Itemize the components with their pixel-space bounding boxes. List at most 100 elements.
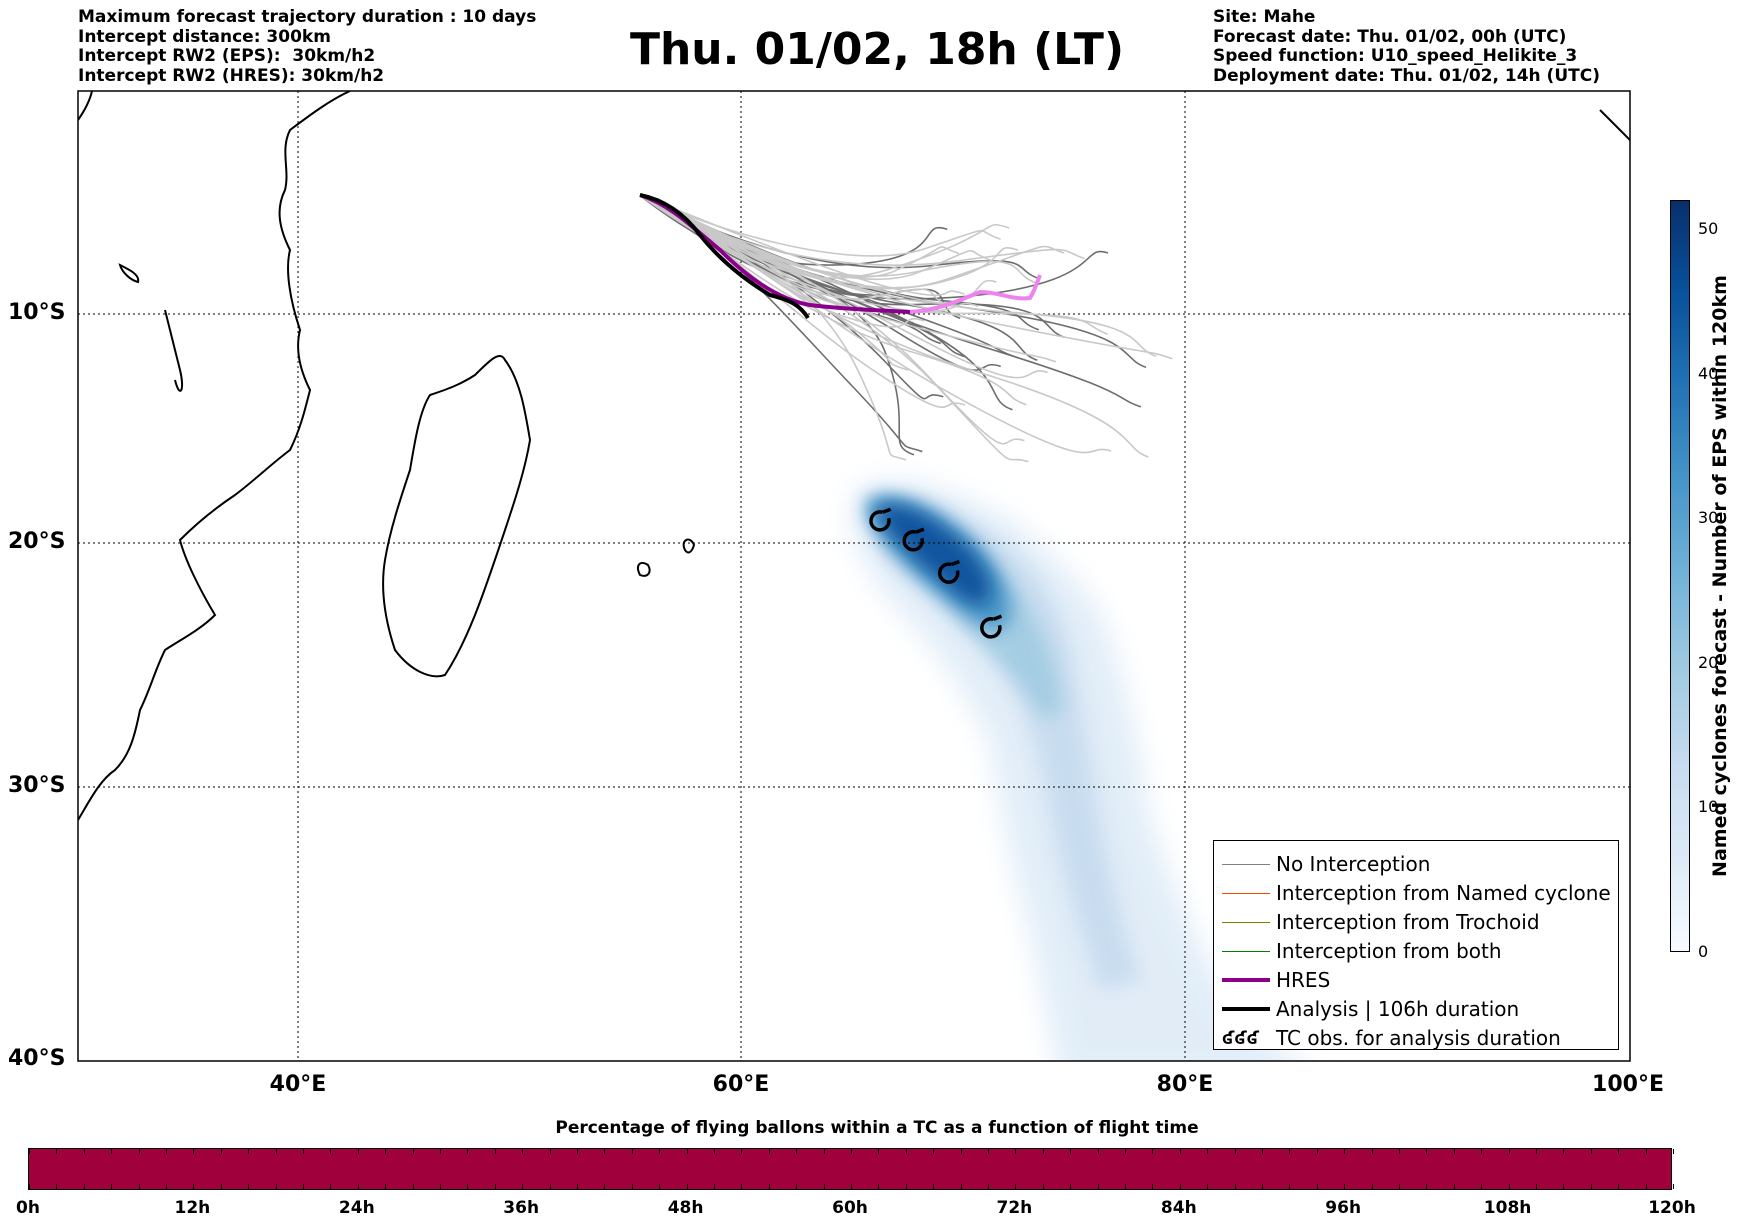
colorbar-minor-tick bbox=[1070, 1184, 1072, 1189]
colorbar-minor-tick bbox=[1125, 1184, 1126, 1189]
colorbar-minor-tick bbox=[1508, 1149, 1510, 1154]
colorbar-minor-tick bbox=[823, 1184, 825, 1189]
map-frame bbox=[77, 90, 1631, 1062]
colorbar-minor-tick bbox=[659, 1149, 661, 1154]
colorbar-minor-tick bbox=[631, 1149, 633, 1154]
colorbar-vertical-tick: 20 bbox=[1698, 652, 1719, 672]
colorbar-minor-tick bbox=[1344, 1184, 1346, 1189]
colorbar-minor-tick bbox=[1645, 1149, 1647, 1154]
colorbar-horizontal-tick: 48h bbox=[667, 1198, 704, 1218]
coastlines bbox=[78, 91, 1630, 821]
colorbar-minor-tick bbox=[83, 1149, 85, 1154]
legend-line-swatch bbox=[1222, 950, 1270, 952]
colorbar-minor-tick bbox=[631, 1184, 633, 1189]
colorbar-minor-tick bbox=[522, 1149, 524, 1154]
colorbar-minor-tick bbox=[1344, 1149, 1346, 1154]
colorbar-minor-tick bbox=[768, 1184, 770, 1189]
legend-item: ʛʛʛ TC obs. for analysis duration bbox=[1214, 1026, 1618, 1050]
tc-symbol-icon: ʛʛʛ bbox=[1222, 1027, 1259, 1049]
colorbar-minor-tick bbox=[220, 1149, 222, 1154]
legend-item: Analysis | 106h duration bbox=[1214, 997, 1618, 1021]
colorbar-minor-tick bbox=[330, 1149, 332, 1154]
colorbar-minor-tick bbox=[357, 1184, 359, 1189]
colorbar-minor-tick bbox=[467, 1149, 469, 1154]
colorbar-horizontal-tick: 60h bbox=[832, 1198, 868, 1218]
lat-tick-label: 40°S bbox=[8, 1046, 66, 1071]
colorbar-minor-tick bbox=[193, 1149, 195, 1154]
colorbar-minor-tick bbox=[659, 1184, 661, 1189]
colorbar-horizontal-tick: 108h bbox=[1483, 1198, 1532, 1218]
hres-trajectory-extended bbox=[909, 274, 1042, 314]
colorbar-minor-tick bbox=[1590, 1184, 1592, 1189]
colorbar-minor-tick bbox=[686, 1184, 688, 1189]
colorbar-minor-tick bbox=[1042, 1184, 1044, 1189]
colorbar-minor-tick bbox=[796, 1184, 798, 1189]
lat-tick-label: 10°S bbox=[8, 300, 66, 325]
header-left-line: Intercept RW2 (HRES): 30km/h2 bbox=[78, 65, 385, 86]
colorbar-minor-tick bbox=[686, 1149, 688, 1154]
colorbar-horizontal-title: Percentage of flying ballons within a TC… bbox=[555, 1118, 1199, 1138]
colorbar-minor-tick bbox=[988, 1184, 989, 1189]
hres-trajectory bbox=[639, 193, 911, 314]
colorbar-minor-tick bbox=[1152, 1184, 1154, 1189]
colorbar-minor-tick bbox=[1618, 1184, 1620, 1189]
legend-item: No Interception bbox=[1214, 852, 1618, 876]
colorbar-minor-tick bbox=[248, 1149, 250, 1154]
eps-trajectory bbox=[639, 194, 1048, 379]
colorbar-minor-tick bbox=[1453, 1184, 1455, 1189]
colorbar-horizontal-tick: 12h bbox=[174, 1198, 211, 1218]
colorbar-minor-tick bbox=[1316, 1149, 1318, 1154]
legend-label: No Interception bbox=[1276, 852, 1431, 876]
legend-label: HRES bbox=[1276, 968, 1331, 992]
legend-line-swatch bbox=[1222, 978, 1270, 982]
colorbar-minor-tick bbox=[1536, 1149, 1537, 1154]
colorbar-minor-tick bbox=[522, 1184, 524, 1189]
colorbar-minor-tick bbox=[1590, 1149, 1592, 1154]
header-left-line: Maximum forecast trajectory duration : 1… bbox=[78, 7, 537, 27]
colorbar-minor-tick bbox=[111, 1149, 113, 1154]
colorbar-minor-tick bbox=[1207, 1184, 1209, 1189]
colorbar-minor-tick bbox=[29, 1149, 30, 1154]
colorbar-minor-tick bbox=[1645, 1184, 1647, 1189]
colorbar-minor-tick bbox=[1399, 1149, 1400, 1154]
colorbar-minor-tick bbox=[1563, 1149, 1565, 1154]
colorbar-minor-tick bbox=[960, 1149, 962, 1154]
colorbar-horizontal-tick: 96h bbox=[1325, 1198, 1362, 1218]
colorbar-minor-tick bbox=[275, 1149, 277, 1154]
colorbar-minor-tick bbox=[1453, 1149, 1455, 1154]
colorbar-horizontal bbox=[28, 1148, 1674, 1190]
tc-obs-symbol bbox=[902, 527, 925, 552]
cyclone-density-field bbox=[852, 481, 1297, 1061]
lon-tick-label: 100°E bbox=[1592, 1072, 1664, 1097]
tc-observations bbox=[869, 507, 1003, 639]
colorbar-minor-tick bbox=[768, 1149, 770, 1154]
colorbar-minor-tick bbox=[330, 1184, 332, 1189]
header-right-line: Forecast date: Thu. 01/02, 00h (UTC) bbox=[1213, 26, 1567, 47]
eps-trajectory bbox=[639, 194, 1036, 284]
colorbar-minor-tick bbox=[1399, 1184, 1400, 1189]
colorbar-minor-tick bbox=[1673, 1149, 1674, 1154]
colorbar-minor-tick bbox=[933, 1184, 935, 1189]
colorbar-minor-tick bbox=[549, 1149, 551, 1154]
legend-label: TC obs. for analysis duration bbox=[1276, 1026, 1561, 1050]
colorbar-minor-tick bbox=[1289, 1184, 1291, 1189]
legend-item: Interception from both bbox=[1214, 939, 1618, 963]
colorbar-minor-tick bbox=[303, 1184, 304, 1189]
colorbar-minor-tick bbox=[1179, 1149, 1181, 1154]
colorbar-minor-tick bbox=[1015, 1184, 1017, 1189]
tc-obs-symbol bbox=[980, 614, 1003, 639]
colorbar-minor-tick bbox=[440, 1184, 441, 1189]
colorbar-minor-tick bbox=[1316, 1184, 1318, 1189]
colorbar-minor-tick bbox=[56, 1184, 58, 1189]
colorbar-horizontal-tick: 72h bbox=[996, 1198, 1033, 1218]
tc-obs-symbol bbox=[869, 507, 892, 532]
header-right-line: Site: Mahe bbox=[1213, 7, 1316, 27]
colorbar-minor-tick bbox=[1125, 1149, 1126, 1154]
colorbar-minor-tick bbox=[1563, 1184, 1565, 1189]
legend-label: Analysis | 106h duration bbox=[1276, 997, 1520, 1021]
colorbar-vertical-tick: 10 bbox=[1698, 797, 1719, 817]
legend-label: Interception from Named cyclone bbox=[1276, 881, 1611, 905]
colorbar-minor-tick bbox=[1234, 1149, 1236, 1154]
eps-trajectory bbox=[639, 194, 1112, 454]
